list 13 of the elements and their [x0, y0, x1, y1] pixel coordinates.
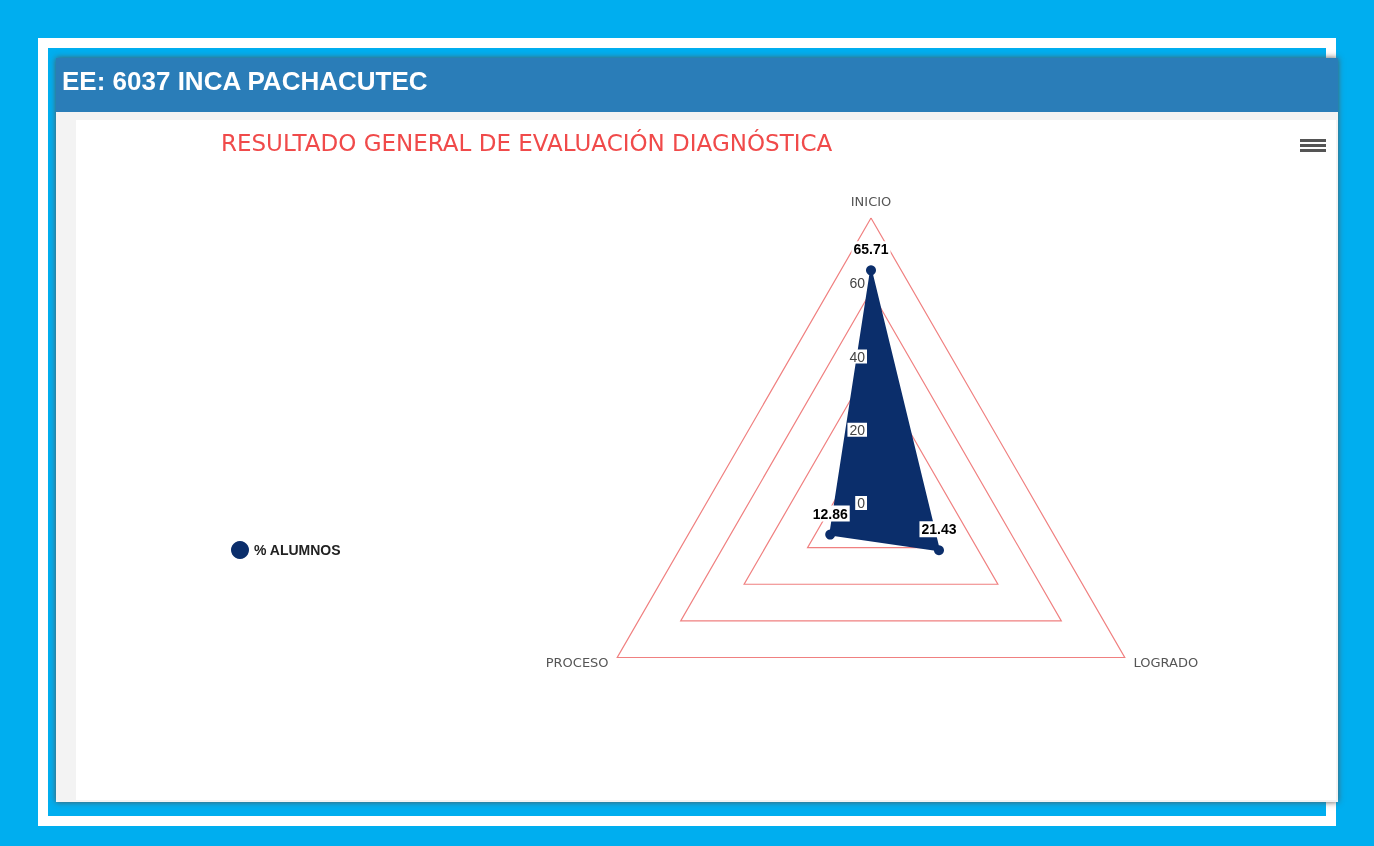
spoke-label: LOGRADO — [1133, 655, 1199, 670]
chart-subtitle: RESULTADO GENERAL DE EVALUACIÓN DIAGNÓSTICA — [221, 128, 833, 156]
data-label: 65.71 — [853, 241, 889, 258]
y-tick-label: 40 — [849, 348, 866, 365]
legend-label: % ALUMNOS — [254, 542, 341, 558]
y-tick-label: 20 — [849, 421, 866, 438]
y-tick-label: 60 — [849, 275, 866, 292]
chart-title: EE: 6037 INCA PACHACUTEC — [56, 58, 1338, 112]
data-label: 21.43 — [921, 521, 957, 538]
y-tick-label: 0 — [857, 495, 866, 511]
spoke-label: INICIO — [850, 194, 892, 209]
data-label: 12.86 — [812, 505, 848, 522]
spoke-label: PROCESO — [545, 655, 609, 670]
